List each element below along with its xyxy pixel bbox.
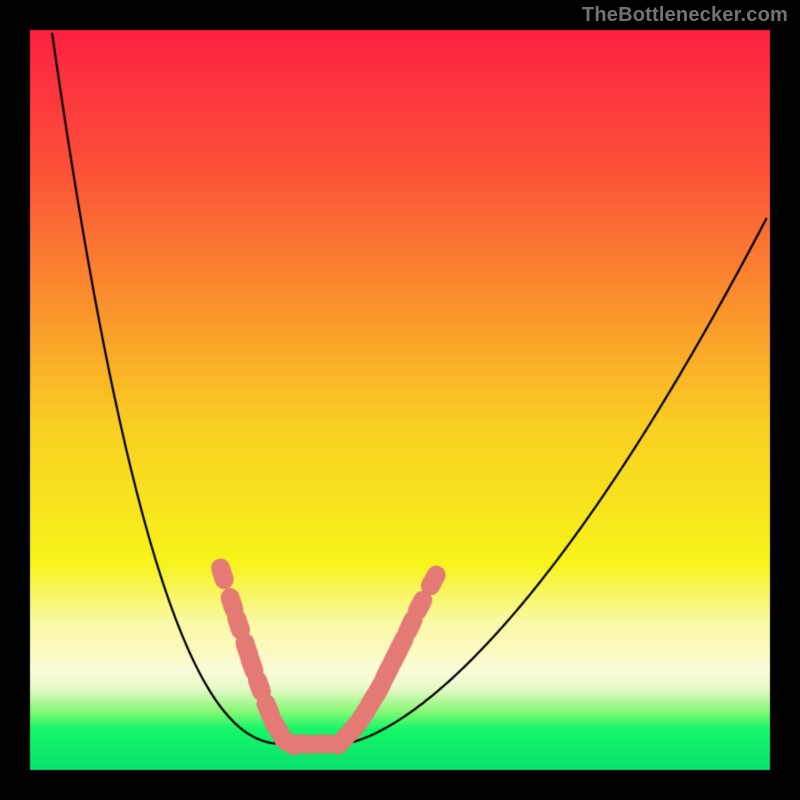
bottleneck-chart	[0, 0, 800, 800]
watermark-text: TheBottlenecker.com	[582, 4, 788, 27]
